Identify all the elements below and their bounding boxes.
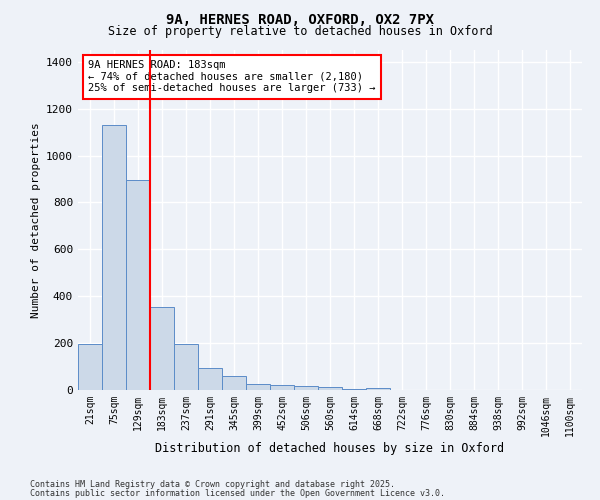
Text: Contains public sector information licensed under the Open Government Licence v3: Contains public sector information licen… <box>30 488 445 498</box>
Text: Size of property relative to detached houses in Oxford: Size of property relative to detached ho… <box>107 25 493 38</box>
Text: Contains HM Land Registry data © Crown copyright and database right 2025.: Contains HM Land Registry data © Crown c… <box>30 480 395 489</box>
Bar <box>198 368 222 390</box>
Bar <box>174 344 198 390</box>
Text: 9A HERNES ROAD: 183sqm
← 74% of detached houses are smaller (2,180)
25% of semi-: 9A HERNES ROAD: 183sqm ← 74% of detached… <box>88 60 376 94</box>
Bar <box>126 180 150 390</box>
Bar <box>246 384 270 390</box>
Bar <box>318 387 342 390</box>
X-axis label: Distribution of detached houses by size in Oxford: Distribution of detached houses by size … <box>155 442 505 454</box>
Text: 9A, HERNES ROAD, OXFORD, OX2 7PX: 9A, HERNES ROAD, OXFORD, OX2 7PX <box>166 12 434 26</box>
Y-axis label: Number of detached properties: Number of detached properties <box>31 122 41 318</box>
Bar <box>294 386 318 390</box>
Bar <box>222 376 246 390</box>
Bar <box>270 386 294 390</box>
Bar <box>342 389 366 390</box>
Bar <box>78 344 102 390</box>
Bar <box>150 307 174 390</box>
Bar <box>366 388 390 390</box>
Bar <box>102 125 126 390</box>
